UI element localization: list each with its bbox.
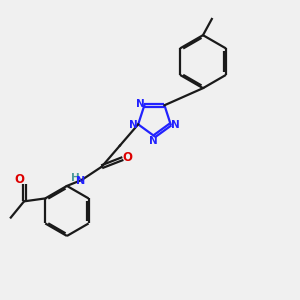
Text: H: H — [71, 173, 80, 183]
Text: N: N — [136, 99, 145, 109]
Text: N: N — [149, 136, 158, 146]
Text: O: O — [122, 151, 132, 164]
Text: N: N — [76, 176, 85, 186]
Text: O: O — [14, 173, 24, 186]
Text: N: N — [129, 120, 138, 130]
Text: N: N — [171, 120, 179, 130]
